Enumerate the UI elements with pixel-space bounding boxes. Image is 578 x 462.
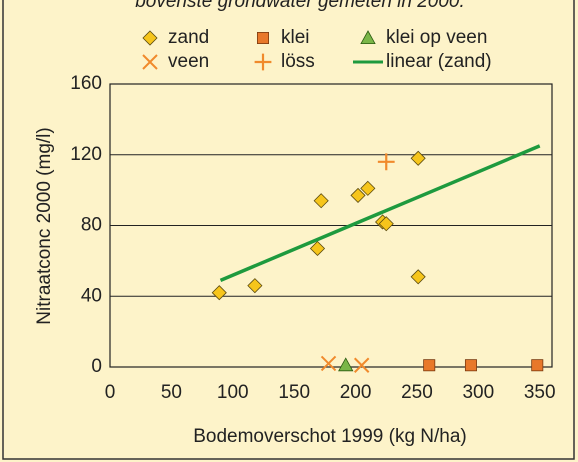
cross-marker [142, 54, 158, 70]
x-tick-label: 300 [462, 382, 494, 403]
diamond-marker [410, 150, 426, 166]
x-tick-label: 150 [278, 382, 310, 403]
diamond-marker [309, 240, 326, 257]
square-marker [531, 359, 544, 372]
plus-marker [254, 53, 272, 71]
x-tick-label: 250 [401, 382, 433, 403]
chart-title: bovenste grondwater gemeten in 2000. [135, 0, 465, 12]
diamond-marker [313, 193, 329, 209]
diamond-marker [211, 285, 227, 301]
y-tick-label: 0 [91, 356, 102, 377]
trend-line [219, 144, 541, 282]
square-marker [464, 359, 477, 372]
diamond-marker [378, 216, 394, 232]
diamond-marker [410, 269, 426, 285]
triangle-marker [360, 30, 376, 44]
legend-label: veen [168, 51, 209, 72]
x-tick-label: 350 [524, 382, 556, 403]
triangle-marker [338, 357, 354, 372]
legend-label: linear (zand) [386, 51, 492, 72]
diamond-marker [360, 180, 376, 196]
plus-marker [377, 153, 395, 171]
y-axis-label: Nitraatconc 2000 (mg/l) [34, 127, 55, 324]
cross-marker [320, 355, 337, 372]
x-tick-label: 0 [105, 382, 116, 403]
diamond-marker [247, 278, 263, 294]
y-tick-label: 160 [70, 73, 102, 94]
cross-marker [353, 357, 370, 373]
legend-label: klei op veen [386, 27, 487, 48]
legend-label: zand [168, 27, 209, 48]
y-tick-label: 120 [70, 144, 102, 165]
x-tick-label: 50 [161, 382, 182, 403]
x-axis-label: Bodemoverschot 1999 (kg N/ha) [193, 426, 467, 447]
x-tick-label: 100 [217, 382, 249, 403]
legend-label: klei [281, 27, 310, 48]
diamond-marker [350, 187, 366, 203]
square-marker [256, 32, 269, 45]
y-tick-label: 80 [81, 215, 102, 236]
square-marker [423, 359, 436, 372]
y-tick-label: 40 [81, 285, 102, 306]
x-tick-label: 200 [340, 382, 372, 403]
diamond-marker [142, 30, 158, 46]
legend-label: löss [281, 51, 315, 72]
